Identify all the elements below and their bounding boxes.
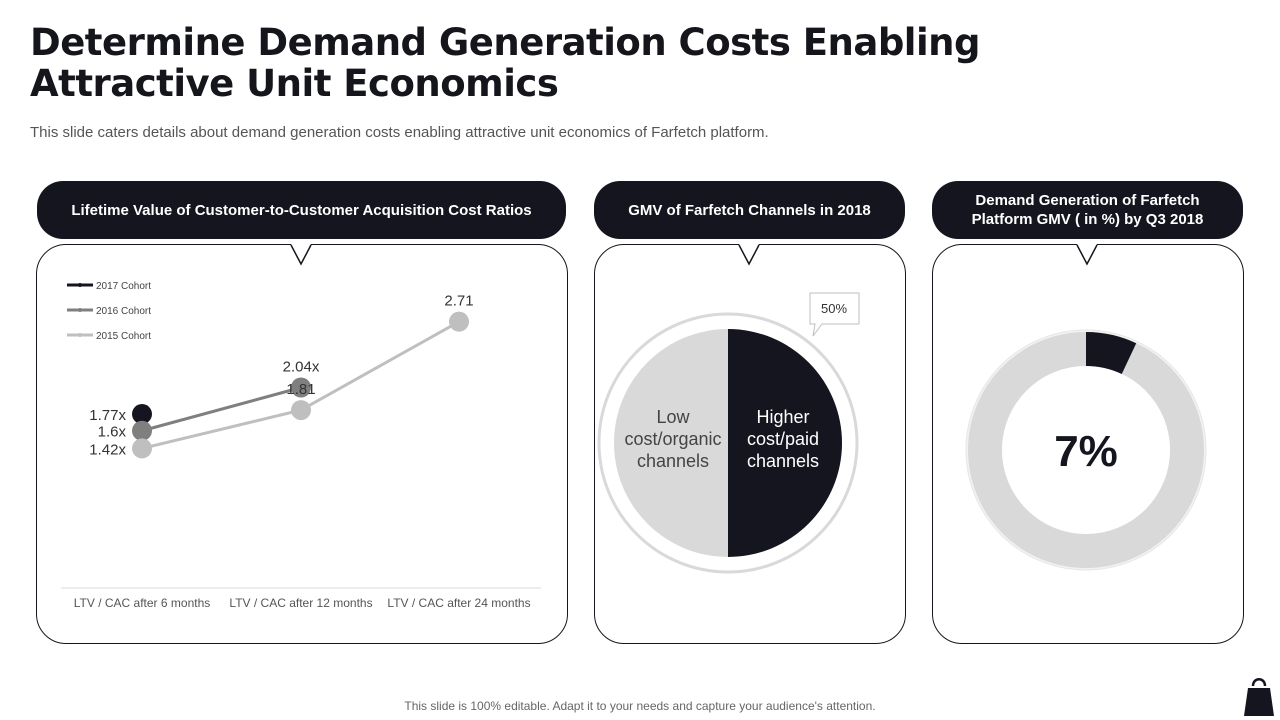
legend-label: 2017 Cohort [96, 281, 151, 292]
ltv-panel: 2017 Cohort 2016 Cohort 2015 Cohort 1.77x 1… [36, 244, 568, 644]
legend-label: 2015 Cohort [96, 331, 151, 342]
data-point [132, 438, 152, 459]
gmv-panel-header: GMV of Farfetch Channels in 2018 [594, 181, 905, 239]
data-point [291, 400, 311, 421]
x-tick-label: LTV / CAC after 12 months [229, 596, 372, 610]
data-point [132, 420, 152, 441]
x-tick-label: LTV / CAC after 24 months [387, 596, 530, 610]
legend-marker [78, 333, 82, 337]
footer-note: This slide is 100% editable. Adapt it to… [404, 699, 876, 713]
legend-marker [78, 308, 82, 312]
donut-value-arc [1086, 332, 1137, 374]
callout-box [809, 292, 860, 337]
ltv-panel-header: Lifetime Value of Customer-to-Customer A… [37, 181, 566, 239]
x-tick-label: LTV / CAC after 6 months [74, 596, 211, 610]
legend-label: 2016 Cohort [96, 306, 151, 317]
slice-label: Low cost/organic channels [624, 407, 721, 471]
page-title: Determine Demand Generation Costs Enabli… [30, 21, 981, 105]
slice-label: Higher cost/paid channels [747, 407, 819, 471]
callout-label: 50% [821, 301, 847, 316]
pie-slice [728, 329, 842, 557]
page-subtitle: This slide caters details about demand g… [30, 124, 769, 141]
data-point [132, 404, 152, 425]
series-line [141, 386, 302, 433]
demand-chart: 7% [965, 244, 1207, 571]
legend-marker [78, 283, 82, 287]
donut-center-label: 7% [1054, 427, 1118, 476]
data-point [449, 311, 469, 332]
data-point [291, 377, 311, 398]
data-label: 2.04x [283, 358, 320, 375]
shopping-bag-icon [1244, 678, 1274, 716]
data-label: 1.77x [89, 407, 126, 424]
data-label: 1.6x [98, 424, 127, 441]
data-label: 1.81 [286, 381, 315, 398]
demand-panel-header: Demand Generation of Farfetch Platform G… [932, 181, 1243, 239]
demand-panel: 7% [932, 244, 1244, 644]
data-label: 1.42x [89, 441, 126, 458]
data-label: 2.71 [444, 293, 473, 310]
gmv-chart: Higher cost/paid channels Low cost/organic ch… [597, 244, 860, 574]
pie-slice [614, 329, 728, 557]
gmv-panel: Higher cost/paid channels Low cost/organic ch… [594, 244, 906, 644]
donut-center [1002, 366, 1170, 534]
